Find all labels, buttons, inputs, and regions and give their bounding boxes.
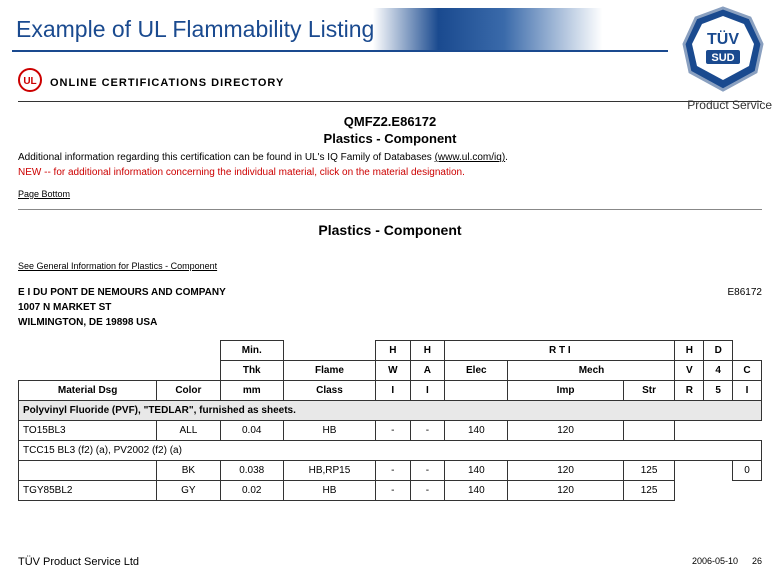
info-text: Additional information regarding this ce… [18, 152, 435, 163]
th-5: 5 [704, 381, 733, 401]
info-line: Additional information regarding this ce… [18, 152, 762, 163]
iq-link[interactable]: (www.ul.com/iq) [435, 152, 506, 163]
new-notice: NEW -- for additional information concer… [18, 167, 762, 178]
th-r: R [675, 381, 704, 401]
cell-wi: - [376, 461, 411, 481]
cell-ai: - [410, 481, 445, 501]
company-addr2: WILMINGTON, DE 19898 USA [18, 315, 762, 330]
footer-date: 2006-05-10 [692, 556, 738, 568]
footer-page: 26 [752, 556, 762, 568]
cell-color: ALL [157, 421, 220, 441]
svg-text:SUD: SUD [711, 52, 734, 64]
svg-text:UL: UL [23, 76, 36, 87]
material-group-label: Polyvinyl Fluoride (PVF), "TEDLAR", furn… [19, 401, 762, 421]
table-row: TGY85BL2 GY 0.02 HB - - 140 120 125 [19, 481, 762, 501]
th-v: V [675, 361, 704, 381]
th-flame: Flame [283, 361, 375, 381]
th-i2: I [410, 381, 445, 401]
cell-extra: 0 [733, 461, 762, 481]
flammability-table: Min. H H R T I H D Thk Flame W A Elec Me… [18, 340, 762, 501]
cell-wi: - [376, 481, 411, 501]
cell-color: BK [157, 461, 220, 481]
cell-mech: 120 [508, 481, 623, 501]
company-name: E I DU PONT DE NEMOURS AND COMPANY [18, 285, 762, 300]
th-4: 4 [704, 361, 733, 381]
section-heading: Plastics - Component [18, 222, 762, 238]
cell-ai: - [410, 421, 445, 441]
th-color: Color [157, 381, 220, 401]
ul-logo: UL [18, 68, 42, 97]
svg-text:TÜV: TÜV [707, 29, 739, 48]
general-info-link[interactable]: See General Information for Plastics - C… [18, 261, 217, 271]
cell-thk: 0.038 [220, 461, 283, 481]
cell-class: HB,RP15 [283, 461, 375, 481]
company-addr1: 1007 N MARKET ST [18, 300, 762, 315]
th-w: W [376, 361, 411, 381]
th-mm: mm [220, 381, 283, 401]
directory-text: ONLINE CERTIFICATIONS DIRECTORY [50, 77, 284, 89]
table-row: BK 0.038 HB,RP15 - - 140 120 125 0 [19, 461, 762, 481]
th-rti: R T I [445, 341, 675, 361]
cell-ai: - [410, 461, 445, 481]
cell-thk: 0.02 [220, 481, 283, 501]
cell-mech: 120 [508, 461, 623, 481]
cell-elec: 140 [445, 461, 508, 481]
footer: TÜV Product Service Ltd 2006-05-10 26 [18, 556, 762, 568]
th-str: Str [623, 381, 675, 401]
th-h1: H [376, 341, 411, 361]
cell-thk: 0.04 [220, 421, 283, 441]
th-min: Min. [220, 341, 283, 361]
footer-company: TÜV Product Service Ltd [18, 556, 139, 568]
th-thk: Thk [220, 361, 283, 381]
th-matdsg: Material Dsg [19, 381, 157, 401]
company-code: E86172 [728, 285, 762, 300]
th-i1: I [376, 381, 411, 401]
cell-dsg: TO15BL3 [19, 421, 157, 441]
th-imp: Imp [508, 381, 623, 401]
cell-elec: 140 [445, 421, 508, 441]
cell-class: HB [283, 421, 375, 441]
page-bottom-link[interactable]: Page Bottom [18, 189, 70, 199]
th-h2: H [410, 341, 445, 361]
cell-mech: 120 [508, 421, 623, 441]
th-elec: Elec [445, 361, 508, 381]
separator [18, 209, 762, 210]
cell-imp: 125 [623, 481, 675, 501]
cell-imp: 125 [623, 461, 675, 481]
table-row: TCC15 BL3 (f2) (a), PV2002 (f2) (a) [19, 441, 762, 461]
company-block: E I DU PONT DE NEMOURS AND COMPANY 1007 … [18, 285, 762, 330]
th-c: C [733, 361, 762, 381]
tuv-sud-logo: TÜV SUD [678, 4, 768, 94]
cell-dsg: TGY85BL2 [19, 481, 157, 501]
th-ii: I [733, 381, 762, 401]
th-d: D [704, 341, 733, 361]
cell-dsg [19, 461, 157, 481]
cell-elec: 140 [445, 481, 508, 501]
cert-code: QMFZ2.E86172 [18, 114, 762, 129]
cell-dsg-span: TCC15 BL3 (f2) (a), PV2002 (f2) (a) [19, 441, 762, 461]
page-title: Example of UL Flammability Listing [16, 16, 374, 43]
th-mech: Mech [508, 361, 675, 381]
cell-class: HB [283, 481, 375, 501]
th-h3: H [675, 341, 704, 361]
cell-color: GY [157, 481, 220, 501]
cell-str [623, 421, 675, 441]
cell-wi: - [376, 421, 411, 441]
th-class: Class [283, 381, 375, 401]
cert-category: Plastics - Component [18, 131, 762, 146]
th-a: A [410, 361, 445, 381]
table-row: TO15BL3 ALL 0.04 HB - - 140 120 [19, 421, 762, 441]
title-bar: Example of UL Flammability Listing [12, 8, 668, 52]
product-service-label: Product Service [687, 98, 772, 112]
ul-directory-header: UL ONLINE CERTIFICATIONS DIRECTORY [18, 68, 762, 102]
